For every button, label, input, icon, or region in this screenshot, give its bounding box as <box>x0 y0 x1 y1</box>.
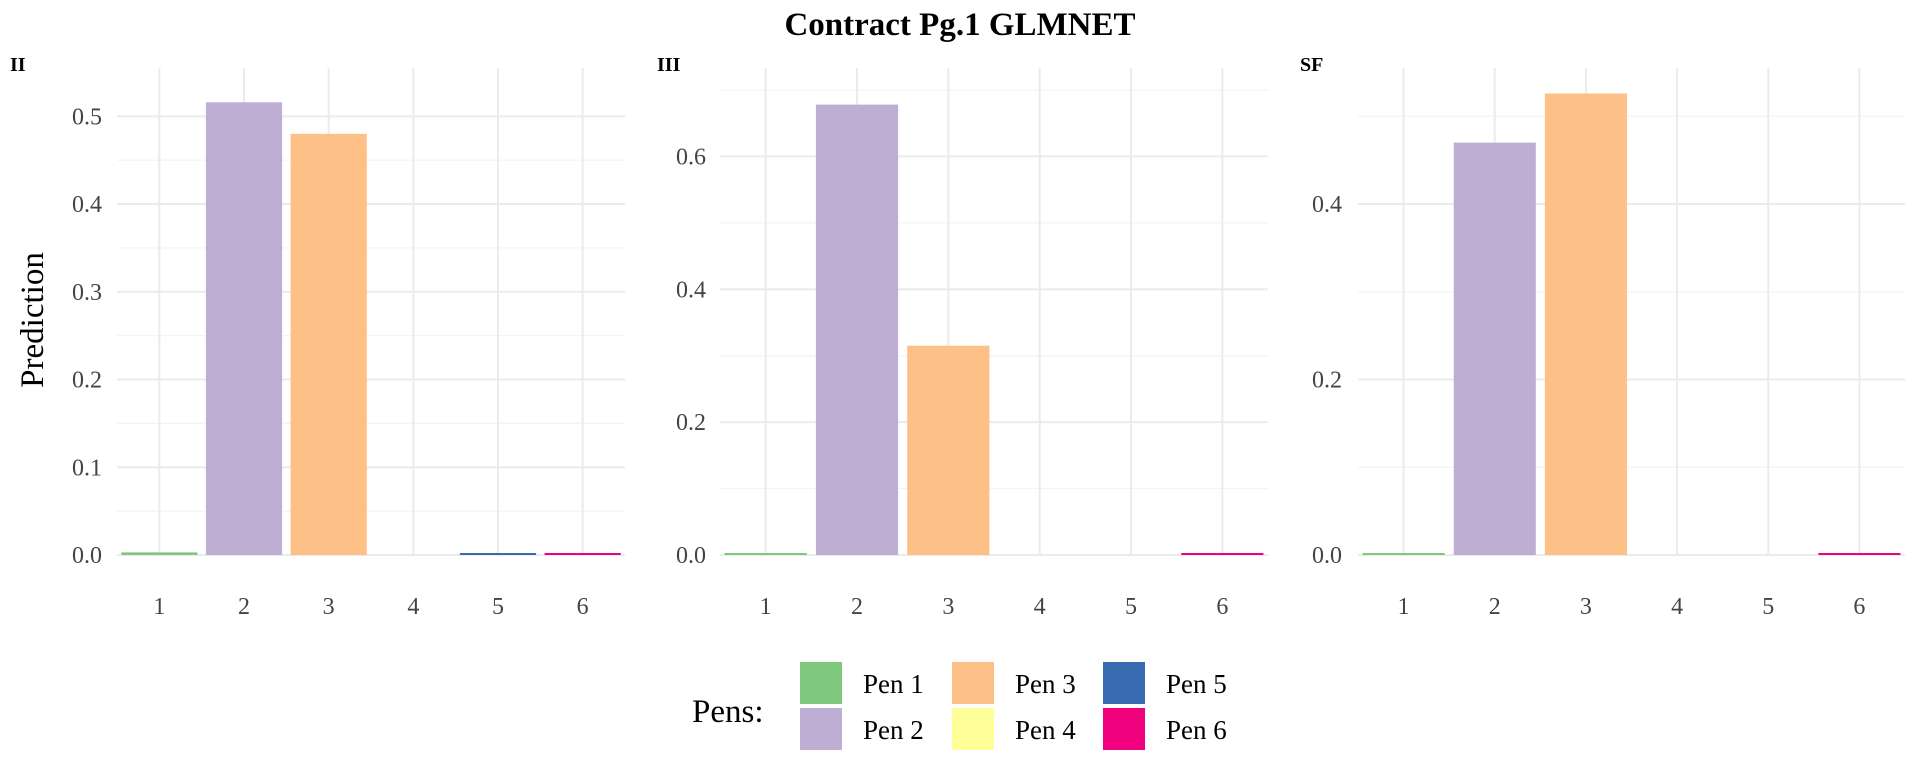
panel-label: II <box>10 54 26 76</box>
legend-swatch <box>800 662 842 704</box>
x-tick-label: 2 <box>1489 594 1501 620</box>
legend-swatch <box>952 708 994 750</box>
bar-pen-3 <box>907 345 990 555</box>
legend-title: Pens: <box>692 694 764 730</box>
legend-swatch <box>1103 708 1145 750</box>
y-tick-label: 0.2 <box>72 368 102 394</box>
x-tick-label: 4 <box>407 594 419 620</box>
x-tick-label: 4 <box>1671 594 1683 620</box>
x-tick-label: 2 <box>238 594 250 620</box>
y-tick-label: 0.0 <box>1312 543 1342 569</box>
x-tick-label: 6 <box>1216 594 1228 620</box>
x-tick-label: 5 <box>1125 594 1137 620</box>
bar-pen-2 <box>1453 142 1536 555</box>
y-tick-label: 0.1 <box>72 455 102 481</box>
y-tick-label: 0.4 <box>72 192 102 218</box>
panel-3: 0.0 0.2 0.4 1 2 3 4 5 6 SF <box>1300 54 1905 620</box>
panel-2: 0.0 0.2 0.4 0.6 1 2 3 4 5 6 III <box>657 54 1268 620</box>
y-axis-label: Prediction <box>15 252 51 388</box>
bar-pen-2 <box>205 102 283 555</box>
x-tick-label: 1 <box>153 594 165 620</box>
bar-pen-1 <box>1362 553 1445 555</box>
y-tick-label: 0.0 <box>676 543 706 569</box>
legend-entry-label: Pen 1 <box>863 669 924 699</box>
bar-pen-3 <box>1544 93 1627 556</box>
panel-label: III <box>657 54 681 76</box>
chart-title: Contract Pg.1 GLMNET <box>784 7 1135 43</box>
x-tick-label: 3 <box>323 594 335 620</box>
x-tick-label: 6 <box>1853 594 1865 620</box>
y-tick-label: 0.2 <box>676 410 706 436</box>
x-tick-label: 3 <box>1580 594 1592 620</box>
legend-entry-label: Pen 2 <box>863 715 924 745</box>
y-tick-label: 0.3 <box>72 280 102 306</box>
legend: Pens: Pen 1 Pen 2 Pen 3 Pen 4 Pen 5 Pen 6 <box>692 662 1227 750</box>
bar-pen-2 <box>815 104 899 555</box>
legend-swatch <box>952 662 994 704</box>
x-tick-label: 2 <box>851 594 863 620</box>
y-tick-label: 0.0 <box>72 543 102 569</box>
bar-pen-6 <box>1181 553 1264 555</box>
legend-entry-label: Pen 3 <box>1015 669 1076 699</box>
legend-swatch <box>1103 662 1145 704</box>
y-tick-label: 0.4 <box>1312 192 1342 218</box>
x-tick-label: 1 <box>760 594 772 620</box>
x-tick-label: 6 <box>577 594 589 620</box>
x-tick-label: 5 <box>1762 594 1774 620</box>
x-tick-label: 5 <box>492 594 504 620</box>
panel-label: SF <box>1300 54 1323 76</box>
y-tick-label: 0.6 <box>676 144 706 170</box>
bar-pen-6 <box>1818 553 1901 555</box>
legend-entry-label: Pen 4 <box>1015 715 1076 745</box>
y-tick-label: 0.4 <box>676 277 706 303</box>
x-tick-label: 4 <box>1034 594 1046 620</box>
panel-1: 0.0 0.1 0.2 0.3 0.4 0.5 1 2 3 4 5 6 II <box>10 54 625 620</box>
legend-entry-label: Pen 5 <box>1166 669 1227 699</box>
legend-entry-label: Pen 6 <box>1166 715 1227 745</box>
x-tick-label: 3 <box>942 594 954 620</box>
bar-pen-1 <box>121 552 198 555</box>
y-tick-label: 0.2 <box>1312 368 1342 394</box>
bar-pen-6 <box>544 553 621 555</box>
panels: 0.0 0.1 0.2 0.3 0.4 0.5 1 2 3 4 5 6 II 0.0 0.2 0.4 0.6 1 2… <box>10 54 1905 620</box>
x-tick-label: 1 <box>1398 594 1410 620</box>
bar-pen-1 <box>724 553 807 555</box>
bar-pen-5 <box>459 553 537 555</box>
legend-swatch <box>800 708 842 750</box>
bar-pen-3 <box>290 133 367 555</box>
y-tick-label: 0.5 <box>72 104 102 130</box>
